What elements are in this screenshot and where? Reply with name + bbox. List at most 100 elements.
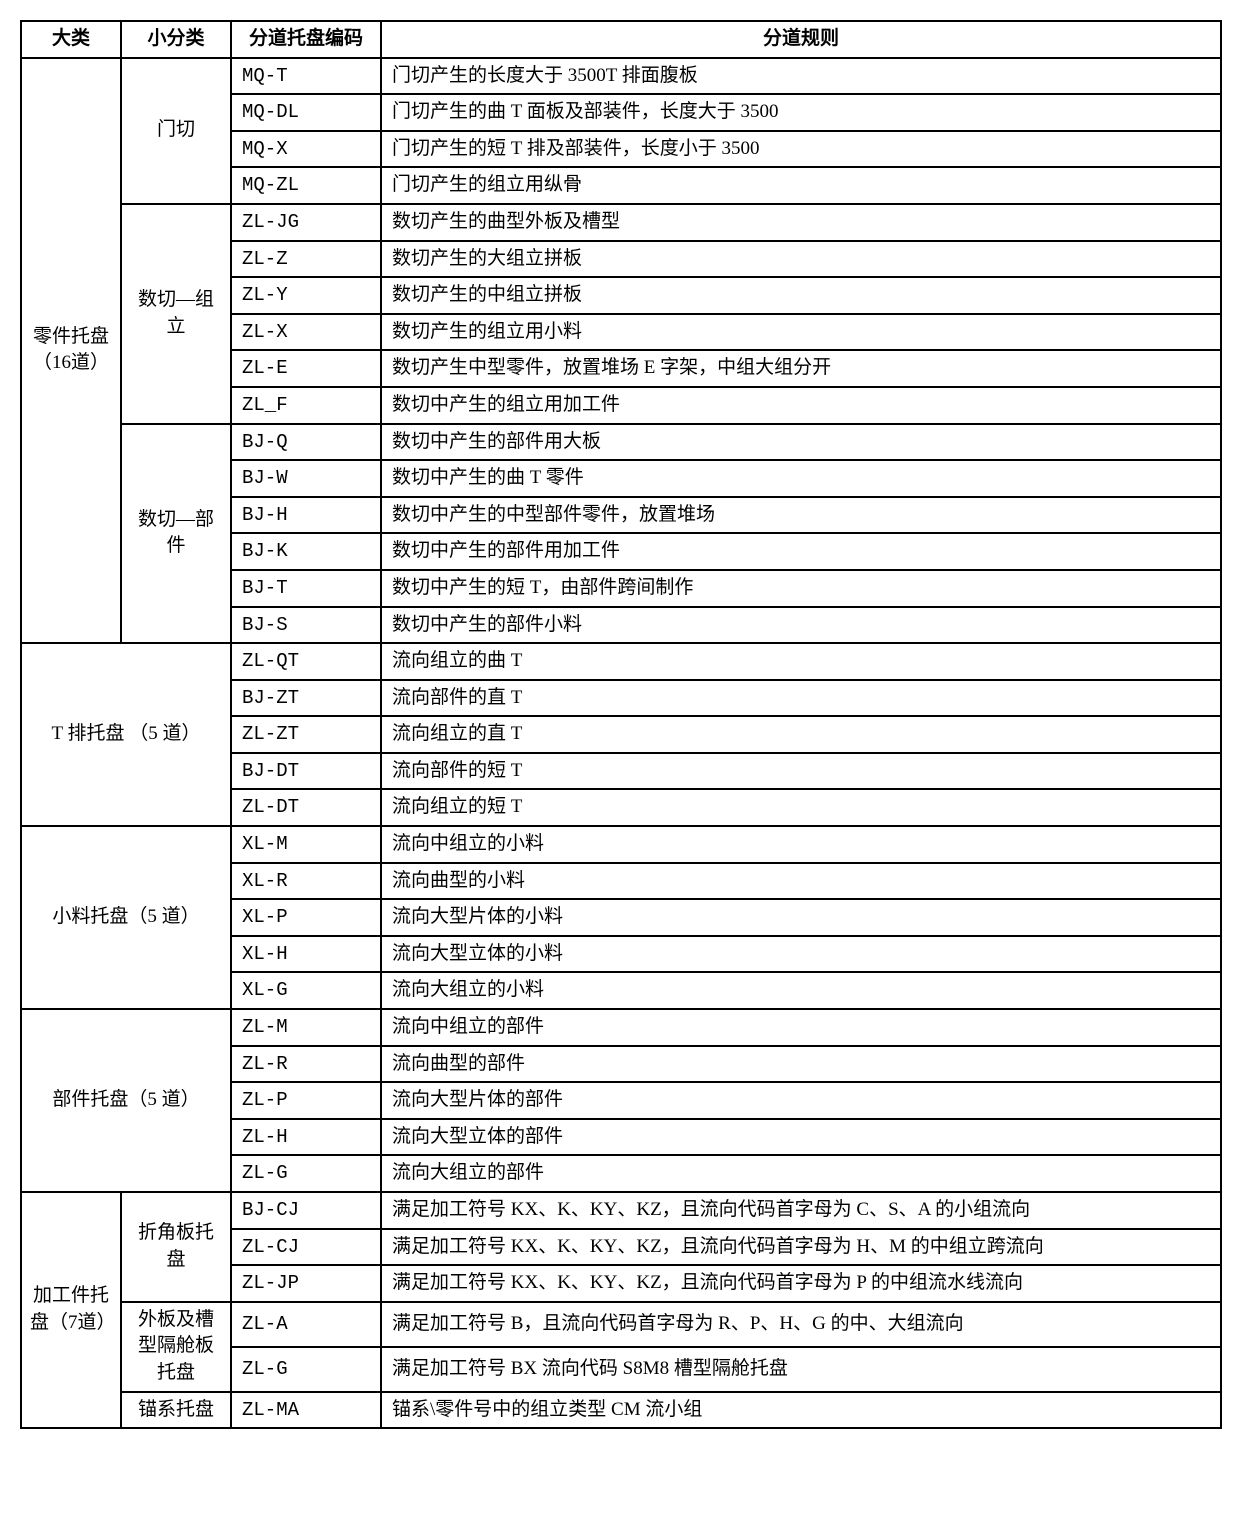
subcategory-cell: 门切 [121,58,231,204]
code-cell: BJ-CJ [231,1192,381,1229]
code-cell: XL-H [231,936,381,973]
rule-cell: 流向部件的直 T [381,680,1221,717]
code-cell: BJ-Q [231,424,381,461]
code-cell: BJ-DT [231,753,381,790]
table-row: 加工件托盘（7道）折角板托盘BJ-CJ满足加工符号 KX、K、KY、KZ，且流向… [21,1192,1221,1229]
rule-cell: 数切中产生的短 T，由部件跨间制作 [381,570,1221,607]
code-cell: MQ-X [231,131,381,168]
rule-cell: 流向组立的曲 T [381,643,1221,680]
subcategory-cell: 数切—组立 [121,204,231,424]
rule-cell: 流向组立的短 T [381,789,1221,826]
code-cell: ZL-P [231,1082,381,1119]
rule-cell: 满足加工符号 KX、K、KY、KZ，且流向代码首字母为 P 的中组流水线流向 [381,1265,1221,1302]
rule-cell: 流向大组立的部件 [381,1155,1221,1192]
table-row: 外板及槽型隔舱板托盘ZL-A满足加工符号 B，且流向代码首字母为 R、P、H、G… [21,1302,1221,1347]
rule-cell: 满足加工符号 BX 流向代码 S8M8 槽型隔舱托盘 [381,1347,1221,1392]
rule-cell: 锚系\零件号中的组立类型 CM 流小组 [381,1392,1221,1429]
table-row: 小料托盘（5 道）XL-M流向中组立的小料 [21,826,1221,863]
code-cell: BJ-K [231,533,381,570]
code-cell: ZL-E [231,350,381,387]
category-cell: 部件托盘（5 道） [21,1009,231,1192]
code-cell: ZL-Z [231,241,381,278]
code-cell: ZL-G [231,1155,381,1192]
code-cell: ZL-ZT [231,716,381,753]
rule-cell: 流向大组立的小料 [381,972,1221,1009]
table-row: 锚系托盘ZL-MA锚系\零件号中的组立类型 CM 流小组 [21,1392,1221,1429]
rule-cell: 数切产生的大组立拼板 [381,241,1221,278]
code-cell: XL-R [231,863,381,900]
rule-cell: 数切产生的中组立拼板 [381,277,1221,314]
code-cell: ZL-H [231,1119,381,1156]
category-cell: 加工件托盘（7道） [21,1192,121,1428]
rule-cell: 数切中产生的组立用加工件 [381,387,1221,424]
rule-cell: 流向大型立体的部件 [381,1119,1221,1156]
code-cell: ZL-R [231,1046,381,1083]
code-cell: BJ-H [231,497,381,534]
code-cell: XL-P [231,899,381,936]
code-cell: BJ-S [231,607,381,644]
rule-cell: 流向中组立的小料 [381,826,1221,863]
code-cell: ZL-G [231,1347,381,1392]
subcategory-cell: 锚系托盘 [121,1392,231,1429]
rule-cell: 门切产生的组立用纵骨 [381,167,1221,204]
code-cell: BJ-W [231,460,381,497]
rule-cell: 门切产生的短 T 排及部装件，长度小于 3500 [381,131,1221,168]
code-cell: BJ-T [231,570,381,607]
rule-cell: 流向中组立的部件 [381,1009,1221,1046]
code-cell: ZL-MA [231,1392,381,1429]
code-cell: ZL-JG [231,204,381,241]
code-cell: ZL-CJ [231,1229,381,1266]
rule-cell: 流向大型立体的小料 [381,936,1221,973]
category-cell: T 排托盘 （5 道） [21,643,231,826]
table-row: 部件托盘（5 道）ZL-M流向中组立的部件 [21,1009,1221,1046]
table-row: T 排托盘 （5 道）ZL-QT流向组立的曲 T [21,643,1221,680]
header-subcategory: 小分类 [121,21,231,58]
header-rule: 分道规则 [381,21,1221,58]
subcategory-cell: 折角板托盘 [121,1192,231,1302]
rule-cell: 数切中产生的部件用加工件 [381,533,1221,570]
rule-cell: 流向大型片体的小料 [381,899,1221,936]
code-cell: MQ-DL [231,94,381,131]
rule-cell: 数切中产生的部件用大板 [381,424,1221,461]
rule-cell: 满足加工符号 KX、K、KY、KZ，且流向代码首字母为 C、S、A 的小组流向 [381,1192,1221,1229]
code-cell: ZL-DT [231,789,381,826]
rule-cell: 满足加工符号 B，且流向代码首字母为 R、P、H、G 的中、大组流向 [381,1302,1221,1347]
code-cell: BJ-ZT [231,680,381,717]
code-cell: ZL-QT [231,643,381,680]
code-cell: ZL-X [231,314,381,351]
code-cell: XL-G [231,972,381,1009]
rule-cell: 流向部件的短 T [381,753,1221,790]
rule-cell: 流向大型片体的部件 [381,1082,1221,1119]
category-cell: 零件托盘（16道） [21,58,121,644]
subcategory-cell: 数切—部件 [121,424,231,644]
rule-cell: 数切产生的组立用小料 [381,314,1221,351]
code-cell: ZL_F [231,387,381,424]
routing-rules-table: 大类 小分类 分道托盘编码 分道规则 零件托盘（16道）门切MQ-T门切产生的长… [20,20,1222,1429]
code-cell: ZL-Y [231,277,381,314]
rule-cell: 流向曲型的小料 [381,863,1221,900]
rule-cell: 数切中产生的中型部件零件，放置堆场 [381,497,1221,534]
code-cell: ZL-JP [231,1265,381,1302]
rule-cell: 数切产生中型零件，放置堆场 E 字架，中组大组分开 [381,350,1221,387]
header-category: 大类 [21,21,121,58]
table-row: 数切—组立ZL-JG数切产生的曲型外板及槽型 [21,204,1221,241]
rule-cell: 数切中产生的曲 T 零件 [381,460,1221,497]
code-cell: MQ-ZL [231,167,381,204]
rule-cell: 数切中产生的部件小料 [381,607,1221,644]
table-row: 数切—部件BJ-Q数切中产生的部件用大板 [21,424,1221,461]
category-cell: 小料托盘（5 道） [21,826,231,1009]
rule-cell: 门切产生的曲 T 面板及部装件，长度大于 3500 [381,94,1221,131]
code-cell: ZL-A [231,1302,381,1347]
subcategory-cell: 外板及槽型隔舱板托盘 [121,1302,231,1392]
code-cell: MQ-T [231,58,381,95]
rule-cell: 流向组立的直 T [381,716,1221,753]
rule-cell: 流向曲型的部件 [381,1046,1221,1083]
rule-cell: 满足加工符号 KX、K、KY、KZ，且流向代码首字母为 H、M 的中组立跨流向 [381,1229,1221,1266]
header-code: 分道托盘编码 [231,21,381,58]
rule-cell: 门切产生的长度大于 3500T 排面腹板 [381,58,1221,95]
table-header-row: 大类 小分类 分道托盘编码 分道规则 [21,21,1221,58]
code-cell: XL-M [231,826,381,863]
code-cell: ZL-M [231,1009,381,1046]
rule-cell: 数切产生的曲型外板及槽型 [381,204,1221,241]
table-row: 零件托盘（16道）门切MQ-T门切产生的长度大于 3500T 排面腹板 [21,58,1221,95]
